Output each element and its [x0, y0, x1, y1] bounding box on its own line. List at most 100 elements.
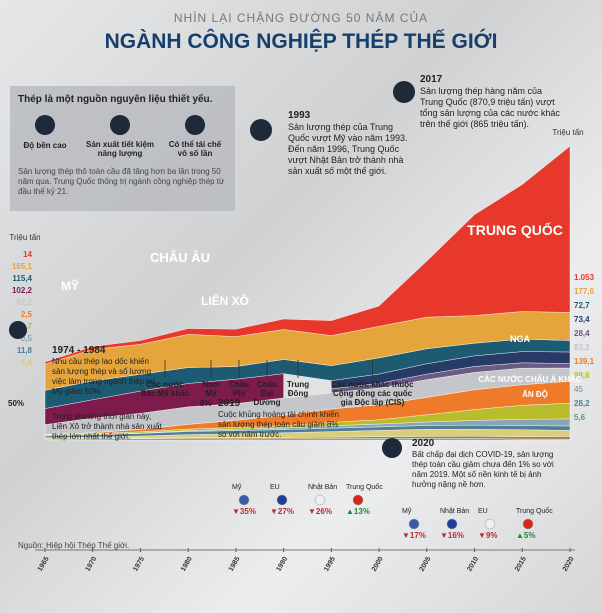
- stat-change: ▼27%: [270, 507, 294, 516]
- flag: [446, 518, 458, 530]
- flag: [238, 494, 250, 506]
- y-label: Triệu tấn: [552, 128, 583, 137]
- area: [44, 145, 571, 365]
- value-label: 115,4: [12, 274, 32, 283]
- band-label: NGA: [510, 334, 531, 344]
- value-label: 45: [574, 385, 583, 394]
- band-label: CÁC NƯỚC CHÂU Á KHÁC: [478, 375, 581, 384]
- annotation-text: Sản lượng thép hàng năm của Trung Quốc (…: [420, 86, 560, 129]
- source: Nguồn: Hiệp hội Thép Thế giới.: [18, 541, 130, 550]
- band-label: MỸ: [61, 278, 79, 293]
- x-tick-label: 1985: [228, 556, 242, 573]
- value-label: 99,6: [574, 371, 590, 380]
- icon: [9, 321, 27, 339]
- icon: [382, 438, 402, 458]
- x-tick-label: 2020: [562, 556, 576, 573]
- annotation-text: Bất chấp đại dịch COVID-19, sản lượng th…: [412, 450, 554, 489]
- value-label: 6,4: [21, 358, 33, 367]
- kicker: NHÌN LẠI CHẶNG ĐƯỜNG 50 NĂM CỦA: [174, 10, 428, 25]
- feature: Có thể tái chế vô số lần: [168, 140, 222, 158]
- band-label: ẤN ĐỘ: [522, 389, 548, 399]
- icon: [393, 81, 415, 103]
- icon: [250, 119, 272, 141]
- stat-label: EU: [478, 508, 488, 515]
- value-label: 1.053: [574, 273, 595, 282]
- annotation-year: 1974 - 1984: [52, 345, 106, 356]
- series-label: Châu Phi: [229, 380, 249, 398]
- value-label: 62,2: [16, 298, 32, 307]
- value-label: 2,5: [21, 310, 33, 319]
- x-tick-label: 1975: [132, 556, 146, 573]
- x-tick-label: 1965: [37, 556, 51, 573]
- value-label: 83,2: [574, 343, 590, 352]
- flag: [314, 494, 326, 506]
- feature: Độ bền cao: [23, 141, 67, 150]
- badge: 8%: [200, 399, 212, 408]
- annotation-text: Sản lượng thép của Trung Quốc vượt Mỹ và…: [288, 122, 408, 176]
- value-label: 14: [23, 250, 32, 259]
- stat-change: ▲5%: [516, 531, 536, 540]
- annotation-text: Trong khoảng thời gian này, Liên Xô trở …: [52, 412, 162, 441]
- stat-change: ▼16%: [440, 531, 464, 540]
- stat-label: Nhật Bản: [308, 484, 338, 491]
- annotation-text: Nhu cầu thép lao dốc khiến sản lượng thé…: [52, 357, 155, 396]
- icon: [35, 115, 55, 135]
- flag: [352, 494, 364, 506]
- icon: [110, 115, 130, 135]
- flag: [484, 518, 496, 530]
- flag: [522, 518, 534, 530]
- x-tick-label: 2010: [466, 556, 480, 573]
- stat-change: ▲13%: [346, 507, 370, 516]
- x-tick-label: 2000: [371, 556, 385, 573]
- annotation-year: 2020: [412, 438, 435, 449]
- stat-change: ▼17%: [402, 531, 426, 540]
- x-tick-label: 2015: [514, 556, 528, 573]
- title: NGÀNH CÔNG NGHIỆP THÉP THẾ GIỚI: [105, 29, 498, 53]
- annotation-text: Cuộc khủng hoảng tài chính khiến sản lượ…: [218, 410, 339, 439]
- stat-label: Mỹ: [232, 484, 242, 491]
- stat-label: Trung Quốc: [346, 484, 383, 491]
- value-label: 0,5: [21, 334, 33, 343]
- series-label: Các nước khác thuộc Cộng đồng các quốc g…: [331, 380, 414, 407]
- icon: [185, 115, 205, 135]
- band-label: TRUNG QUỐC: [467, 221, 563, 238]
- x-tick-label: 2005: [419, 556, 433, 573]
- feature: Sản xuất tiết kiệm năng lượng: [85, 140, 155, 158]
- series-label: Châu Đại Dương: [253, 380, 281, 407]
- annotation-year: 2017: [420, 74, 443, 85]
- x-tick-label: 1980: [180, 556, 194, 573]
- value-label: 28,2: [574, 399, 590, 408]
- x-tick-label: 1990: [275, 556, 289, 573]
- stat-change: ▼9%: [478, 531, 498, 540]
- series-label: Nam Mỹ: [202, 380, 220, 398]
- y-label: Triệu tấn: [9, 233, 40, 242]
- value-label: 73,4: [574, 315, 590, 324]
- series-label: Các nước Bắc Mỹ khác: [140, 380, 190, 398]
- x-tick-label: 1995: [323, 556, 337, 573]
- flag: [408, 518, 420, 530]
- value-label: 102,2: [12, 286, 33, 295]
- band-label: CHÂU ÂU: [150, 250, 210, 265]
- stat-label: Mỹ: [402, 508, 412, 515]
- stat-label: Trung Quốc: [516, 508, 553, 515]
- flag: [276, 494, 288, 506]
- series-label: Trung Đông: [286, 380, 310, 398]
- band-label: LIÊN XÔ: [201, 293, 249, 308]
- stat-label: EU: [270, 484, 280, 491]
- plot: 1965 1970 1975 1980 1985 1990 1995 2000 2005 2010…: [12, 145, 595, 573]
- stat-change: ▼26%: [308, 507, 332, 516]
- x-tick-label: 1970: [85, 556, 99, 573]
- value-label: 6,7: [21, 322, 33, 331]
- value-label: 177,6: [574, 287, 595, 296]
- annotation-year: 1993: [288, 110, 311, 121]
- value-label: 28,4: [574, 329, 590, 338]
- badge: 50%: [8, 399, 25, 408]
- value-label: 139,1: [574, 357, 595, 366]
- infobox-text: Sản lượng thép thô toàn cầu đã tăng hơn …: [18, 167, 225, 196]
- value-label: 5,6: [574, 413, 586, 422]
- annotation-year: 2019: [218, 398, 241, 409]
- stat-label: Nhật Bản: [440, 508, 470, 515]
- stat-change: ▼35%: [232, 507, 256, 516]
